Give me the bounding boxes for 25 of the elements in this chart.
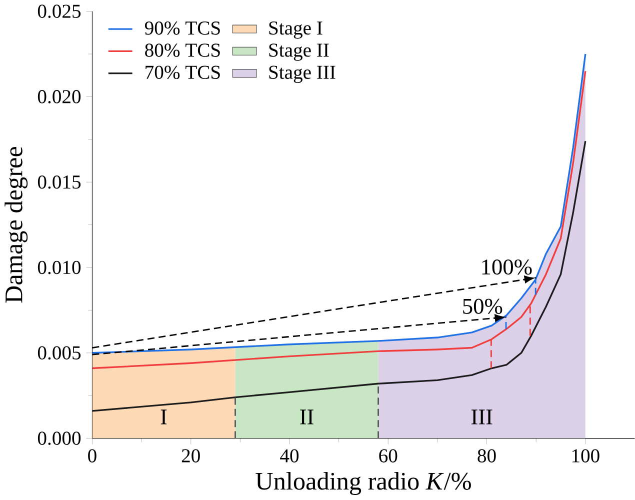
- y-tick-label: 0.005: [38, 346, 81, 360]
- y-tick-label: 0.010: [38, 261, 81, 274]
- y-tick-label: 0.020: [38, 90, 81, 104]
- x-axis-title: Unloading radio K/%: [256, 472, 471, 496]
- y-tick-label: 0.000: [38, 432, 81, 446]
- x-tick-label: 40: [280, 449, 299, 463]
- x-tick-label: 0: [88, 449, 96, 463]
- x-tick-label: 80: [478, 449, 496, 463]
- annotation: 50%: [463, 298, 502, 314]
- annotation: 100%: [482, 260, 532, 275]
- legend-label: 80% TCS: [145, 44, 220, 58]
- x-tick-label: 100: [572, 449, 600, 463]
- annotation: III: [471, 410, 492, 424]
- annotation: II: [300, 410, 314, 424]
- y-axis-title: Damage degree: [4, 147, 28, 303]
- legend-label: 90% TCS: [144, 22, 220, 35]
- y-tick-label: 0.025: [38, 4, 81, 18]
- x-tick-label: 60: [379, 449, 398, 463]
- legend-label: 70% TCS: [146, 66, 220, 80]
- legend-label: Stage I: [269, 22, 322, 39]
- annotation: I: [160, 410, 167, 424]
- legend-label: Stage II: [269, 44, 329, 62]
- y-tick-label: 0.015: [38, 176, 81, 189]
- x-tick-label: 20: [182, 449, 200, 463]
- legend-label: Stage III: [269, 66, 336, 84]
